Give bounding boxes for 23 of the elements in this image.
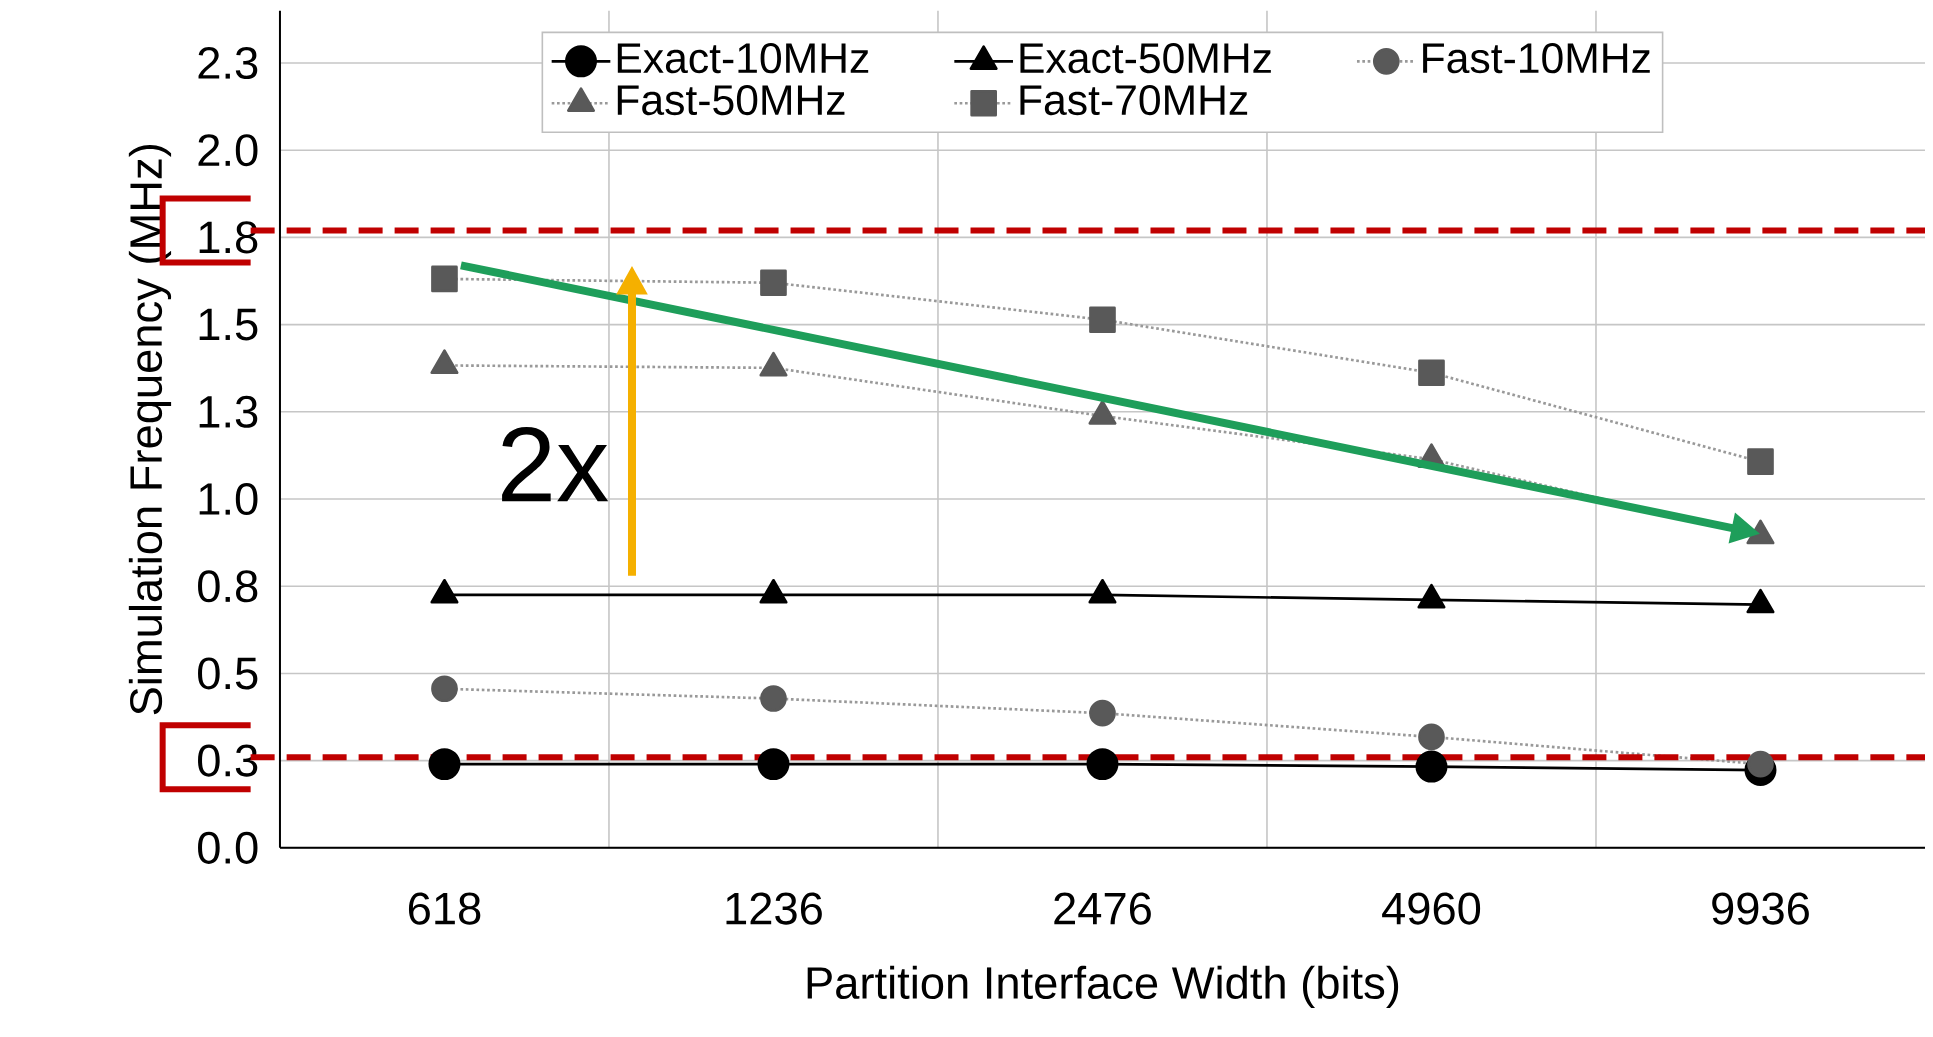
y-tick-label: 1.3 xyxy=(199,395,258,428)
x-tick-label: 2476 xyxy=(1054,892,1151,925)
y-tick-label: 2.3 xyxy=(198,46,258,79)
x-axis-title: Partition Interface Width (bits) xyxy=(807,965,1399,1008)
legend-label: Fast-10MHz xyxy=(1423,43,1650,74)
legend-label: Exact-10MHz xyxy=(617,43,869,74)
y-axis-title: Simulation Frequency (MHz) xyxy=(128,144,172,715)
y-tick-label: 1.8 xyxy=(199,221,258,254)
y-tick-label: 0.3 xyxy=(198,744,258,777)
x-tick-label: 618 xyxy=(408,892,481,925)
y-tick-label: 0.8 xyxy=(198,570,258,603)
x-tick-label: 9936 xyxy=(1712,892,1809,925)
x-tick-label: 1236 xyxy=(726,892,822,925)
legend-label: Exact-50MHz xyxy=(1020,43,1271,74)
y-tick-label: 0.5 xyxy=(198,657,258,690)
y-tick-label: 1.5 xyxy=(199,308,258,341)
legend-label: Fast-50MHz xyxy=(617,84,845,116)
y-tick-label: 1.0 xyxy=(199,482,258,515)
x-tick-label: 4960 xyxy=(1382,892,1481,925)
legend-label: Fast-70MHz xyxy=(1020,84,1248,116)
annotation: 2x xyxy=(502,426,609,502)
y-tick-label: 0.0 xyxy=(198,831,258,864)
y-tick-label: 2.0 xyxy=(198,134,258,167)
